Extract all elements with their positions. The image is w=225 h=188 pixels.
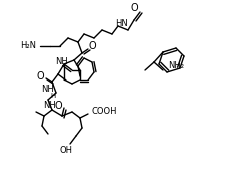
- Text: NH₂: NH₂: [167, 61, 183, 70]
- Text: NH: NH: [55, 58, 68, 67]
- Text: O: O: [36, 71, 44, 81]
- Text: O: O: [54, 101, 62, 111]
- Text: HN: HN: [115, 20, 128, 29]
- Text: OH: OH: [59, 146, 72, 155]
- Text: COOH: COOH: [92, 108, 117, 117]
- Text: O: O: [88, 41, 95, 51]
- Text: NH: NH: [41, 86, 54, 95]
- Text: O: O: [130, 3, 137, 13]
- Text: NH: NH: [43, 102, 56, 111]
- Text: H₂N: H₂N: [20, 42, 36, 51]
- Text: H: H: [51, 93, 56, 99]
